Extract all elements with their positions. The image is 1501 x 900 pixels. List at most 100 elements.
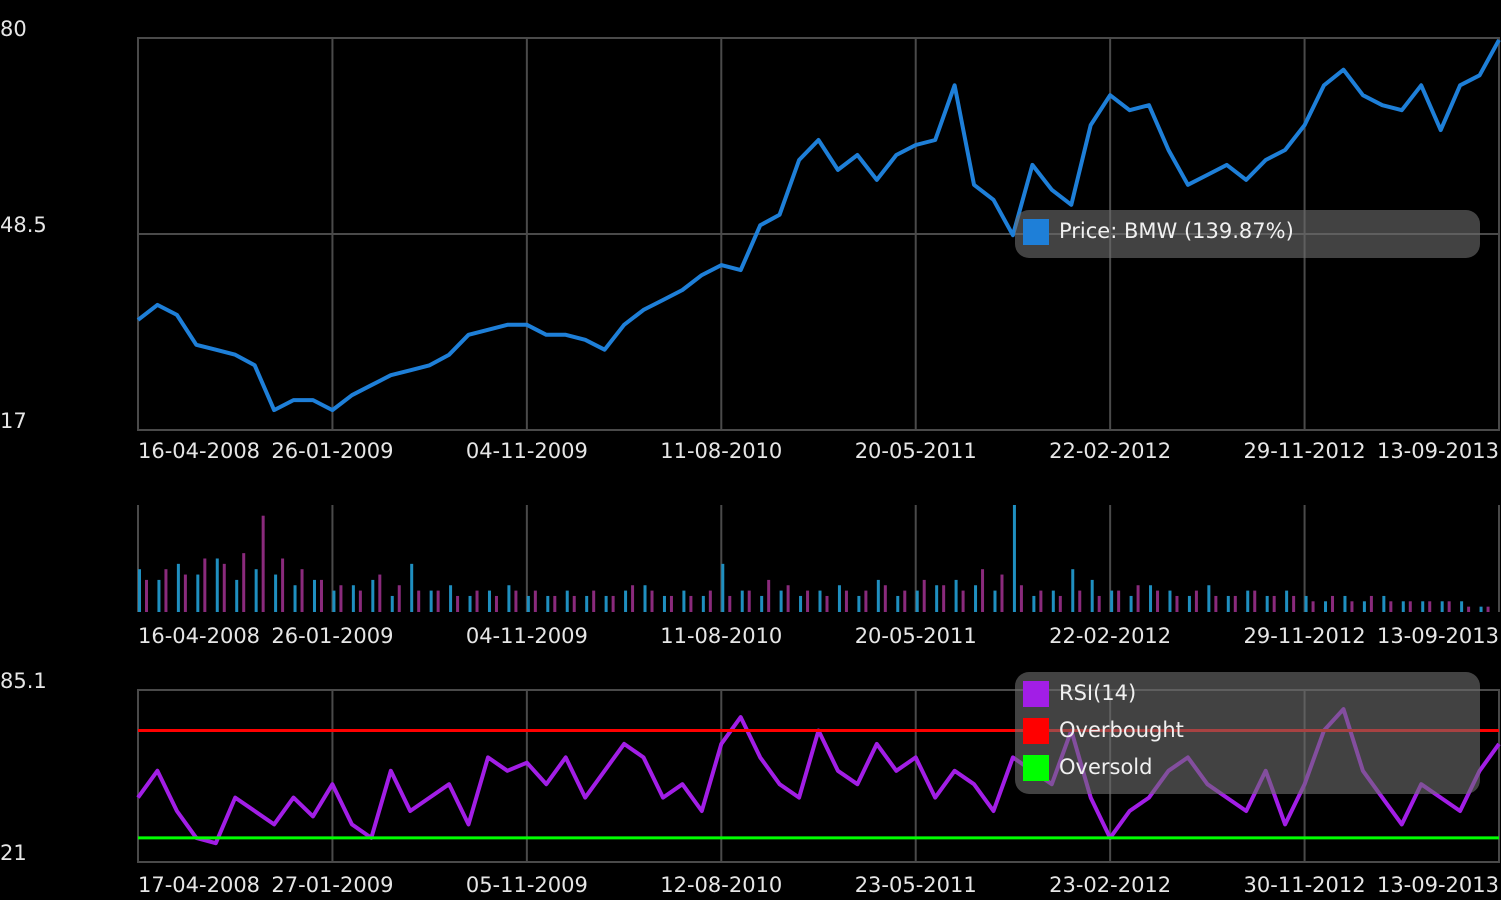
volume-bar (546, 595, 550, 612)
volume-bar (176, 563, 180, 612)
volume-bar (533, 590, 537, 612)
x-tick-label: 23-05-2011 (855, 873, 977, 897)
legend-swatch (1023, 219, 1049, 245)
x-tick-label: 27-01-2009 (271, 873, 393, 897)
x-tick-label: 17-04-2008 (138, 873, 260, 897)
volume-bar (1272, 595, 1276, 612)
volume-bar (1285, 590, 1289, 612)
y-tick-label: 85.1 (0, 669, 47, 693)
x-tick-label: 11-08-2010 (660, 624, 782, 648)
volume-bar (981, 569, 985, 612)
volume-bar (274, 574, 278, 612)
volume-bar (631, 585, 635, 612)
x-tick-label: 12-08-2010 (660, 873, 782, 897)
volume-bar (1324, 601, 1328, 612)
volume-bar (1090, 579, 1094, 612)
volume-bar (475, 590, 479, 612)
volume-bar (293, 585, 297, 612)
x-tick-label: 29-11-2012 (1244, 624, 1366, 648)
volume-bar (701, 595, 705, 612)
volume-bar (1382, 595, 1386, 612)
volume-bar (1265, 595, 1269, 612)
volume-bar (1168, 590, 1172, 612)
volume-bar (915, 590, 919, 612)
volume-bar (818, 590, 822, 612)
volume-bar (604, 595, 608, 612)
y-tick-label: 48.5 (0, 213, 47, 237)
volume-bar (203, 558, 207, 612)
volume-bar (760, 595, 764, 612)
volume-bar (864, 590, 868, 612)
volume-bar (487, 590, 491, 612)
x-tick-label: 22-02-2012 (1049, 439, 1171, 463)
x-tick-label: 30-11-2012 (1244, 873, 1366, 897)
volume-bar (903, 590, 907, 612)
volume-bar (1214, 595, 1218, 612)
legend-swatch (1023, 755, 1049, 781)
volume-bar (1369, 595, 1373, 612)
volume-bar (1019, 585, 1023, 612)
volume-bar (669, 595, 673, 612)
volume-bar (449, 585, 453, 612)
volume-bar (319, 579, 323, 612)
volume-bar (643, 585, 647, 612)
volume-bar (1253, 590, 1257, 612)
volume-bar (1467, 606, 1471, 612)
volume-bar (572, 595, 576, 612)
legend-swatch (1023, 718, 1049, 744)
volume-bar (585, 595, 589, 612)
x-tick-label: 11-08-2010 (660, 439, 782, 463)
volume-bar (1149, 585, 1153, 612)
x-tick-label: 22-02-2012 (1049, 624, 1171, 648)
volume-bar (1440, 601, 1444, 612)
volume-bar (1233, 595, 1237, 612)
x-tick-label: 04-11-2009 (466, 439, 588, 463)
x-tick-label: 13-09-2013 (1377, 439, 1499, 463)
volume-bar (312, 579, 316, 612)
volume-bar (1479, 606, 1483, 612)
volume-bar (1292, 595, 1296, 612)
volume-bar (300, 569, 304, 612)
volume-bar (993, 590, 997, 612)
volume-bar (138, 569, 141, 612)
volume-bar (1408, 601, 1412, 612)
volume-bar (397, 585, 401, 612)
volume-bar (378, 574, 382, 612)
volume-bar (1194, 590, 1198, 612)
volume-bar (1486, 606, 1490, 612)
volume-bar (1226, 595, 1230, 612)
volume-bar (942, 585, 946, 612)
x-tick-label: 26-01-2009 (271, 624, 393, 648)
volume-bar (1421, 601, 1425, 612)
legend-box (1015, 672, 1480, 794)
volume-bar (215, 558, 219, 612)
volume-bar (857, 595, 861, 612)
y-tick-label: 17 (0, 409, 27, 433)
volume-bar (468, 595, 472, 612)
x-tick-label: 20-05-2011 (855, 439, 977, 463)
volume-bar (242, 553, 246, 612)
volume-bar (1000, 574, 1004, 612)
volume-bar (281, 558, 285, 612)
legend-box (1015, 210, 1480, 258)
volume-bar (844, 590, 848, 612)
legend-label: Price: BMW (139.87%) (1059, 219, 1294, 243)
volume-bar (954, 579, 958, 612)
x-tick-label: 16-04-2008 (138, 439, 260, 463)
volume-bar (1058, 595, 1062, 612)
volume-bar (436, 590, 440, 612)
volume-bar (196, 574, 200, 612)
volume-bar (1175, 595, 1179, 612)
legend-label: Oversold (1059, 755, 1152, 779)
legend-label: RSI(14) (1059, 681, 1136, 705)
volume-bar (961, 590, 965, 612)
volume-bar (1032, 595, 1036, 612)
volume-bar (1389, 601, 1393, 612)
volume-bar (1362, 601, 1366, 612)
volume-bar (1304, 595, 1308, 612)
volume-bar (682, 590, 686, 612)
volume-bar (339, 585, 343, 612)
x-tick-label: 26-01-2009 (271, 439, 393, 463)
volume-bar (708, 590, 712, 612)
